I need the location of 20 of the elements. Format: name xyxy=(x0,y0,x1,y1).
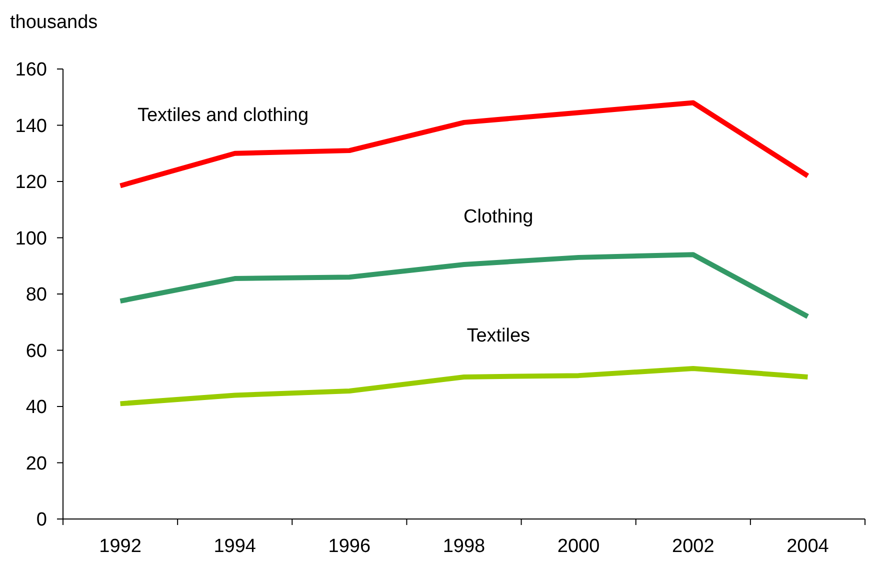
y-tick-label: 40 xyxy=(26,397,47,418)
series-label: Clothing xyxy=(464,206,534,228)
y-tick-label: 0 xyxy=(36,510,47,531)
x-tick-label: 2002 xyxy=(672,536,714,557)
x-tick-label: 2000 xyxy=(557,536,600,557)
x-tick-label: 1994 xyxy=(214,536,256,557)
y-tick-label: 80 xyxy=(26,284,47,306)
y-tick-label: 60 xyxy=(26,340,47,362)
y-tick-label: 160 xyxy=(15,60,47,81)
x-tick-label: 1996 xyxy=(328,536,371,557)
y-tick-label: 100 xyxy=(15,228,47,250)
x-tick-label: 1998 xyxy=(442,536,486,557)
y-tick-label: 140 xyxy=(15,116,47,137)
series-label: Textiles xyxy=(466,326,530,347)
x-tick-label: 1992 xyxy=(99,536,142,557)
y-axis-title: thousands xyxy=(10,12,98,33)
y-tick-label: 120 xyxy=(15,172,47,194)
y-tick-label: 20 xyxy=(26,453,47,474)
x-tick-label: 2004 xyxy=(786,536,830,557)
series-label: Textiles and clothing xyxy=(137,104,309,126)
